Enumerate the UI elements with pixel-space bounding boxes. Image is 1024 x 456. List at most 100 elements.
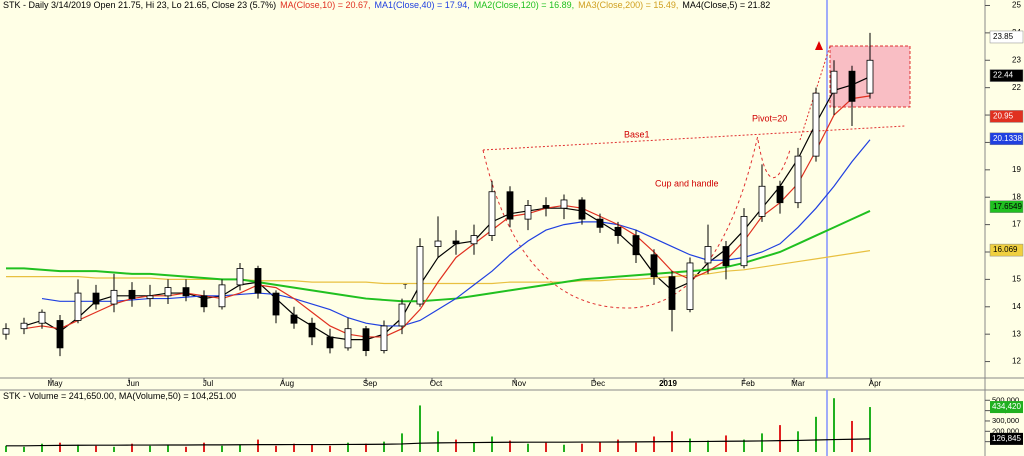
candle-body: [488, 191, 496, 236]
volume-bar: [869, 407, 871, 452]
volume-bar: [149, 445, 151, 452]
last-value-label: 20.95: [993, 112, 1014, 121]
candle-body: [128, 289, 136, 299]
candle-body: [560, 199, 568, 209]
candle-body: [362, 328, 370, 352]
last-value-box: [989, 243, 1024, 257]
y-tick-label: 22: [1012, 83, 1021, 92]
candle-body: [686, 262, 694, 310]
x-tick-label: Dec: [591, 379, 605, 388]
marker-triangle: [815, 41, 823, 50]
y-tick-label: 13: [1012, 329, 1021, 338]
candle-body: [578, 199, 586, 220]
volume-bar: [59, 442, 61, 452]
y-tick-label: 23: [1012, 55, 1021, 64]
x-tick-label: Apr: [869, 379, 882, 388]
candle-body: [776, 185, 784, 204]
candle-body: [218, 284, 226, 308]
candle-body: [506, 191, 514, 220]
volume-bar: [599, 441, 601, 452]
candle-body: [182, 287, 190, 297]
volume-bar: [329, 445, 331, 452]
volume-bar: [383, 441, 385, 452]
y-tick-label: 12: [1012, 357, 1021, 366]
y-tick-label: 300,000: [992, 416, 1019, 425]
volume-bar: [365, 443, 367, 452]
volume-bar: [563, 444, 565, 452]
candle-body: [848, 70, 856, 102]
candle-body: [56, 320, 64, 349]
title: STK - Volume = 241,650.00,: [3, 391, 116, 401]
volume-bar: [779, 425, 781, 452]
x-tick-label: Oct: [430, 379, 443, 388]
last-value-label: 17.6549: [993, 202, 1022, 211]
volume-bar: [851, 420, 853, 452]
volume-bar: [833, 398, 835, 452]
candle-body: [614, 226, 622, 236]
candle-body: [704, 246, 712, 264]
candle-body: [416, 246, 424, 305]
candle-body: [164, 287, 172, 297]
x-tick-label: 2019: [659, 379, 677, 388]
x-tick-label: Aug: [280, 379, 294, 388]
last-value-label: 126,845: [992, 434, 1021, 443]
volume-bar: [203, 442, 205, 452]
volume-bar: [275, 445, 277, 452]
legend-entry: MA(Volume,50) = 104,251.00: [119, 391, 236, 401]
y-tick-label: 18: [1012, 192, 1021, 201]
volume-bar: [113, 446, 115, 452]
candle-body: [542, 205, 550, 209]
volume-bar: [743, 439, 745, 452]
volume-bar: [437, 431, 439, 452]
chart-title: STK - Volume = 241,650.00, MA(Volume,50)…: [3, 391, 236, 401]
y-tick-label: 14: [1012, 302, 1021, 311]
volume-bar: [815, 416, 817, 452]
last-value-box: [990, 432, 1023, 445]
volume-bar: [419, 405, 421, 452]
last-value-box: [989, 132, 1024, 146]
trend-line: [482, 125, 906, 151]
annotation: T: [403, 284, 408, 291]
candle-body: [110, 289, 118, 305]
candle-body: [722, 246, 730, 267]
candle-body: [434, 240, 442, 247]
volume-bar: [95, 445, 97, 452]
candle-body: [632, 235, 640, 256]
volume-bar: [509, 440, 511, 452]
candle-body: [146, 295, 154, 299]
volume-bar: [653, 436, 655, 452]
volume-bar: [581, 443, 583, 452]
candle-body: [272, 292, 280, 316]
candle-body: [596, 218, 604, 228]
x-tick-label: Feb: [741, 379, 755, 388]
volume-bar: [311, 444, 313, 452]
volume-bar: [221, 445, 223, 452]
volume-bar: [41, 443, 43, 452]
volume-bar: [725, 435, 727, 452]
volume-bar: [455, 439, 457, 452]
volume-bar: [131, 443, 133, 452]
volume-bar: [527, 443, 529, 452]
volume-bar: [23, 446, 25, 452]
legend-entry: MA1(Close,40) = 17.94,: [374, 0, 469, 10]
legend-entry: MA(Close,10) = 20.67,: [280, 0, 370, 10]
ma-line: [41, 139, 871, 327]
last-value-box: [989, 200, 1024, 213]
candle-body: [740, 215, 748, 267]
cup-curve: [482, 134, 759, 309]
candle-body: [308, 322, 316, 338]
candle-body: [236, 268, 244, 286]
y-tick-label: 17: [1012, 220, 1021, 229]
annotation: Cup and handle: [655, 178, 719, 188]
candle-body: [2, 328, 10, 335]
chart-title: STK - Daily 3/14/2019 Open 21.75, Hi 23,…: [3, 0, 770, 10]
x-tick-label: Mar: [791, 379, 805, 388]
x-tick-label: Nov: [512, 379, 526, 388]
candle-body: [524, 205, 532, 220]
last-value-label: 20.1338: [993, 134, 1022, 143]
volume-bar: [473, 442, 475, 452]
candle-body: [812, 92, 820, 157]
candle-body: [20, 322, 28, 330]
legend: MA(Close,10) = 20.67, MA1(Close,40) = 17.…: [280, 0, 770, 10]
annotation: Pivot=20: [752, 113, 787, 123]
